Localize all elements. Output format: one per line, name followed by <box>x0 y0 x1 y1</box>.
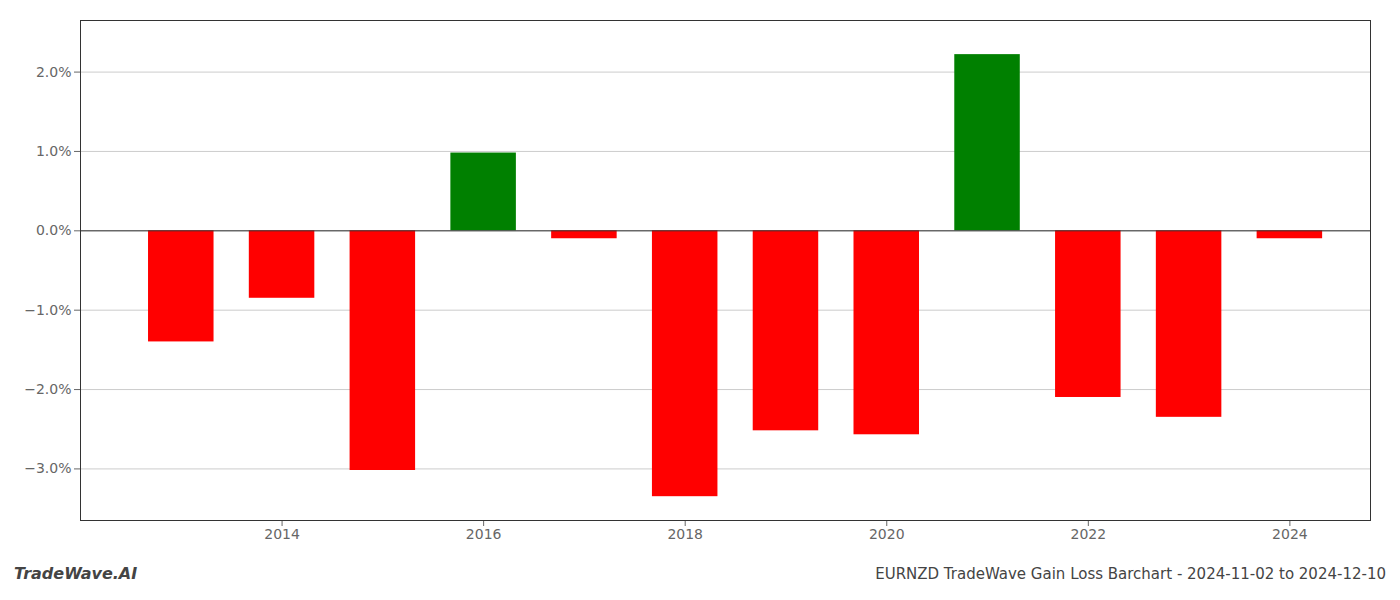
svg-text:2022: 2022 <box>1070 526 1106 542</box>
svg-text:2.0%: 2.0% <box>36 64 72 80</box>
svg-text:2016: 2016 <box>466 526 502 542</box>
html-text:TradeWave.AI: TradeWave.AI <box>14 564 138 583</box>
svg-text:−2.0%: −2.0% <box>24 381 71 397</box>
svg-text:1.0%: 1.0% <box>36 143 72 159</box>
svg-text:2014: 2014 <box>264 526 300 542</box>
svg-text:−3.0%: −3.0% <box>24 460 71 476</box>
svg-text:0.0%: 0.0% <box>36 222 72 238</box>
svg-text:2024: 2024 <box>1272 526 1308 542</box>
svg-text:2018: 2018 <box>667 526 703 542</box>
svg-text:−1.0%: −1.0% <box>24 302 71 318</box>
html-text:EURNZD TradeWave Gain Loss Bar: EURNZD TradeWave Gain Loss Barchart - 20… <box>875 565 1386 583</box>
svg-text:2020: 2020 <box>869 526 905 542</box>
